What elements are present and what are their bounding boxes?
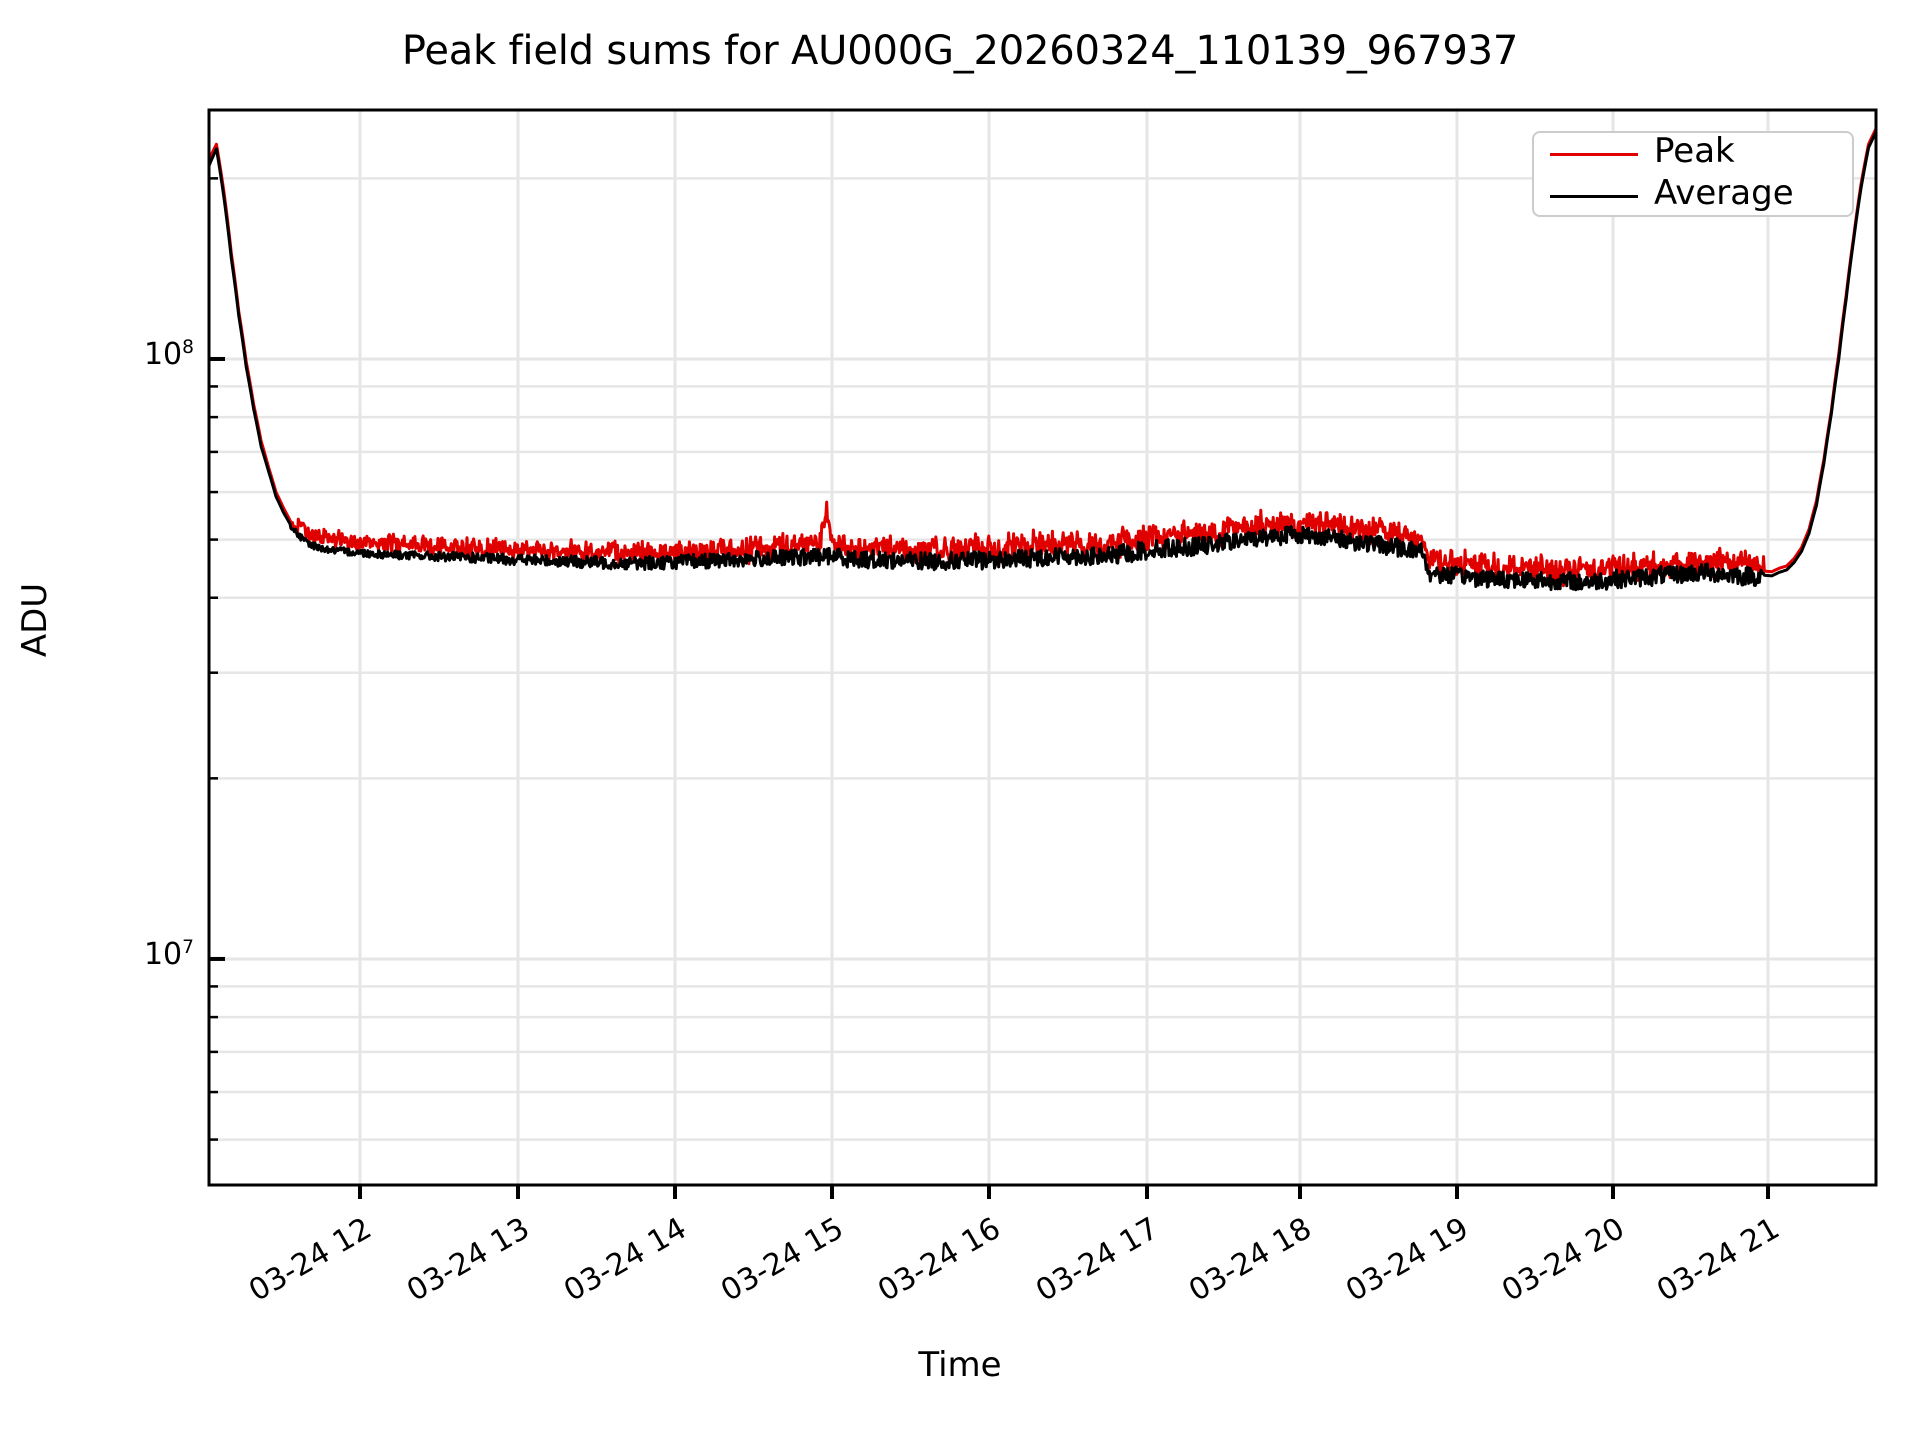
- legend-swatch-peak: [1550, 153, 1638, 156]
- axis-ticks: [209, 177, 1770, 1199]
- y-tick-label: 108: [143, 336, 194, 372]
- chart-title: Peak field sums for AU000G_20260324_1101…: [401, 28, 1519, 74]
- legend-entry-peak[interactable]: Peak: [1534, 131, 1852, 176]
- legend-label-average: Average: [1654, 173, 1794, 213]
- chart-legend[interactable]: Peak Average: [1532, 131, 1854, 217]
- plot-frame: [207, 108, 1878, 1187]
- legend-label-peak: Peak: [1654, 131, 1735, 171]
- data-series-group: [209, 128, 1876, 592]
- plot-background: [209, 110, 1876, 1185]
- legend-entry-average[interactable]: Average: [1534, 173, 1852, 218]
- x-axis-label: Time: [918, 1345, 1002, 1385]
- grid-lines: [209, 110, 1876, 1185]
- series-line-average: [209, 131, 1876, 592]
- y-tick-label: 107: [143, 936, 194, 972]
- legend-swatch-average: [1550, 195, 1638, 198]
